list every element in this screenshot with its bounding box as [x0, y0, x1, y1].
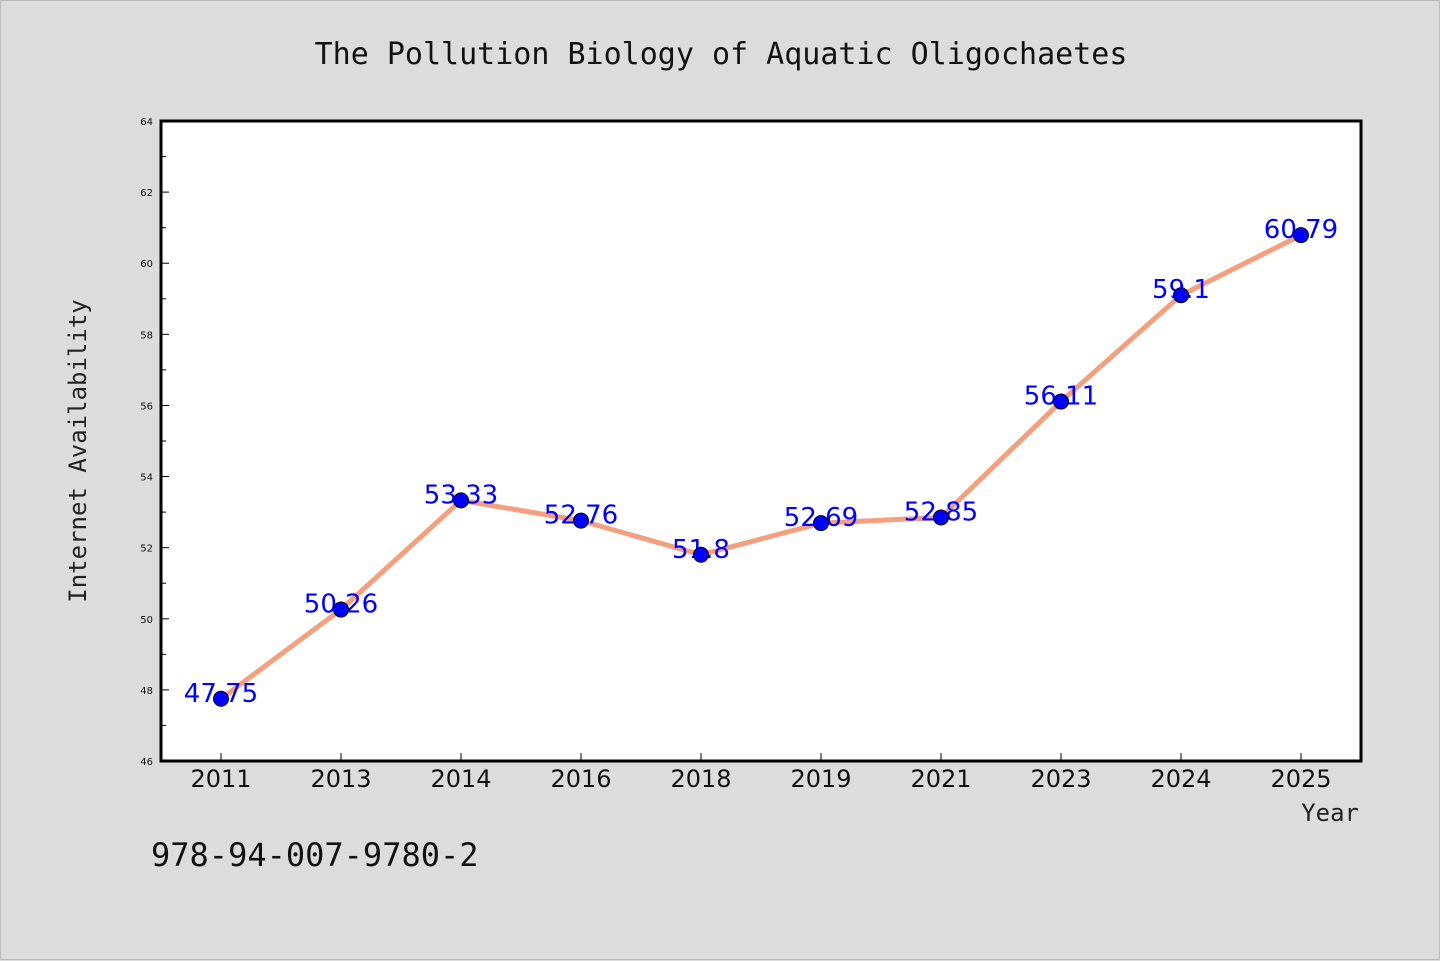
data-point [573, 512, 589, 529]
y-tick-label: 62 [140, 188, 153, 199]
y-axis: 46 48 50 52 54 56 58 60 62 64 [140, 117, 169, 768]
y-tick-label: 58 [140, 330, 153, 341]
y-tick-label: 46 [140, 757, 153, 768]
series-line [219, 232, 1303, 701]
y-tick-label: 50 [140, 615, 153, 626]
y-axis-label: Internet Availability [64, 299, 92, 602]
data-point [933, 509, 949, 526]
y-tick-label: 48 [140, 686, 153, 697]
data-point [213, 690, 229, 707]
x-tick-label: 2011 [190, 765, 251, 793]
y-tick-label: 60 [140, 259, 153, 270]
x-tick-label: 2021 [910, 765, 971, 793]
x-tick-label: 2023 [1030, 765, 1091, 793]
data-point [1293, 227, 1309, 244]
y-tick-label: 54 [140, 473, 153, 484]
data-point [813, 515, 829, 532]
x-tick-label: 2016 [550, 765, 611, 793]
y-tick-label: 56 [140, 401, 153, 412]
plot-area [159, 119, 1363, 763]
x-axis-label: Year [1301, 799, 1359, 827]
footer-isbn: 978-94-007-9780-2 [151, 836, 479, 874]
x-axis: 2011 2013 2014 2016 2018 2019 2021 2023 2024 2025 [190, 753, 1332, 793]
data-point [333, 601, 349, 618]
x-tick-label: 2018 [670, 765, 731, 793]
series-group: 47.7550.2653.3352.7651.852.6952.8556.115… [184, 215, 1338, 709]
y-tick-label: 52 [140, 544, 153, 555]
x-tick-label: 2019 [790, 765, 851, 793]
chart-title: The Pollution Biology of Aquatic Oligoch… [315, 37, 1128, 72]
data-point [453, 492, 469, 509]
data-point [1053, 393, 1069, 410]
x-tick-label: 2025 [1270, 765, 1331, 793]
x-tick-label: 2014 [430, 765, 491, 793]
data-point [693, 546, 709, 563]
data-point [1173, 287, 1189, 304]
x-tick-label: 2013 [310, 765, 371, 793]
y-tick-label: 64 [140, 117, 153, 128]
x-tick-label: 2024 [1150, 765, 1211, 793]
